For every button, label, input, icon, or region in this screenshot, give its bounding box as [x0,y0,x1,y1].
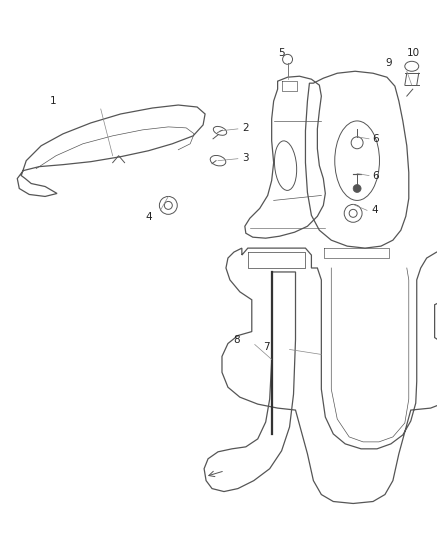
Text: 4: 4 [371,205,378,215]
Text: 2: 2 [242,123,248,133]
Text: 5: 5 [278,49,285,58]
Text: 8: 8 [233,335,240,344]
Text: 1: 1 [50,96,57,106]
Text: 10: 10 [407,49,420,58]
Text: 6: 6 [372,134,378,144]
Text: 4: 4 [145,212,152,222]
Text: 3: 3 [242,152,248,163]
Text: 6: 6 [372,171,378,181]
Text: 7: 7 [263,343,270,352]
Text: 9: 9 [385,58,392,68]
Circle shape [353,184,361,192]
